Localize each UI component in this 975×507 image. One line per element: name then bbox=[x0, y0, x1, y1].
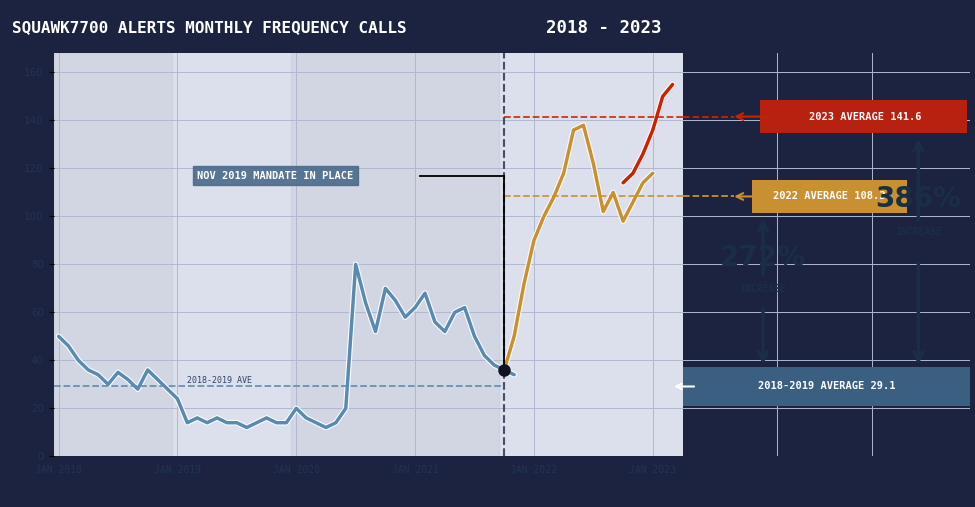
Text: 2022 AVERAGE 108.3: 2022 AVERAGE 108.3 bbox=[773, 192, 885, 201]
FancyBboxPatch shape bbox=[760, 100, 967, 133]
Text: NOV 2019 MANDATE IN PLACE: NOV 2019 MANDATE IN PLACE bbox=[197, 170, 354, 180]
Text: INCREASE: INCREASE bbox=[739, 284, 787, 294]
Text: 272%: 272% bbox=[721, 244, 806, 272]
FancyBboxPatch shape bbox=[682, 367, 970, 406]
Text: 2023 AVERAGE 141.6: 2023 AVERAGE 141.6 bbox=[809, 112, 921, 122]
Text: 2018-2019 AVE: 2018-2019 AVE bbox=[187, 376, 253, 385]
Bar bbox=[292, 53, 499, 456]
Text: 386%: 386% bbox=[876, 185, 961, 213]
Bar bbox=[54, 53, 173, 456]
Text: INCREASE: INCREASE bbox=[895, 227, 942, 237]
Text: 2018 - 2023: 2018 - 2023 bbox=[546, 19, 661, 37]
FancyBboxPatch shape bbox=[752, 179, 907, 213]
Text: SQUAWK7700 ALERTS MONTHLY FREQUENCY CALLS: SQUAWK7700 ALERTS MONTHLY FREQUENCY CALL… bbox=[12, 20, 425, 35]
Text: 2018-2019 AVERAGE 29.1: 2018-2019 AVERAGE 29.1 bbox=[758, 381, 895, 391]
